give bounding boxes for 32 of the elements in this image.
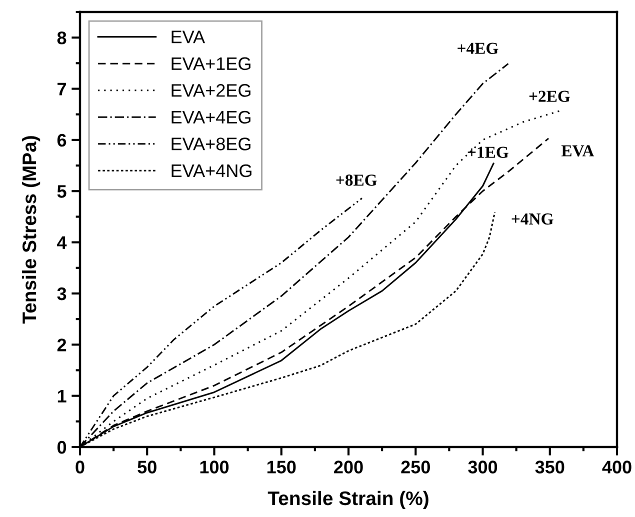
legend-label: EVA: [172, 30, 206, 44]
y-tick-label: 0: [57, 440, 66, 454]
legend-label: EVA+4NG: [172, 164, 252, 178]
y-tick-label: 4: [57, 236, 67, 249]
x-tick-label: 150: [267, 460, 296, 474]
y-tick-label: 2: [57, 338, 66, 352]
x-tick-label: 350: [535, 460, 564, 474]
x-tick-label: 400: [602, 460, 632, 474]
legend-label: EVA+1EG: [172, 57, 250, 70]
annotation: +4NG: [512, 213, 554, 225]
legend-label: EVA+4EG: [172, 110, 250, 124]
x-tick-label: 200: [334, 460, 363, 474]
x-tick-label: 300: [468, 460, 498, 474]
x-tick-label: 250: [401, 460, 430, 474]
y-tick-label: 8: [57, 32, 66, 44]
annotation: +2EG: [529, 90, 570, 102]
legend-label: EVA+8EG: [172, 138, 250, 150]
annotation: +4EG: [458, 42, 498, 54]
x-tick-label: 50: [138, 460, 156, 474]
legend-label: EVA+2EG: [172, 84, 250, 97]
y-tick-label: 3: [57, 287, 66, 300]
y-tick-label: 1: [58, 390, 66, 402]
annotation: +1EG: [468, 146, 508, 158]
y-tick-label: 6: [57, 134, 66, 147]
annotation: EVA: [561, 145, 594, 157]
annotation: +8EG: [336, 174, 377, 186]
y-tick-label: 5: [57, 185, 66, 198]
y-tick-label: 7: [58, 82, 66, 96]
x-tick-label: 0: [76, 460, 84, 474]
x-tick-label: 100: [200, 460, 229, 474]
y-axis-title: Tensile Stress (MPa): [22, 136, 40, 324]
x-axis-title: Tensile Strain (%): [268, 490, 428, 510]
